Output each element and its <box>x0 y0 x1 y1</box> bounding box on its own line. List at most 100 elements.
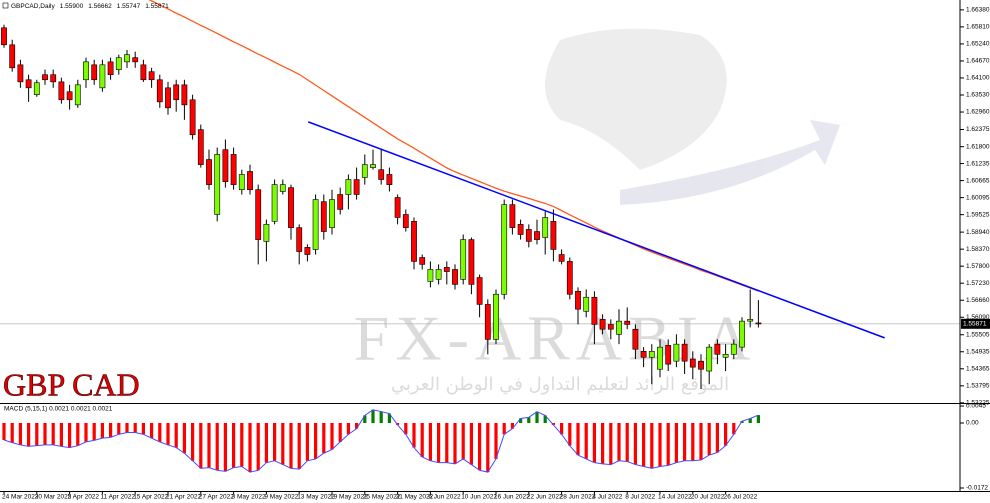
x-tick-label: 21 Apr 2022 <box>166 494 201 501</box>
x-tick-label: 20 Jul 2022 <box>691 494 725 501</box>
candle-body <box>435 269 442 280</box>
candle-body <box>83 61 89 81</box>
candle-body <box>714 343 721 355</box>
candle-body <box>288 187 294 228</box>
ohlc-value: 1.56662 <box>88 3 112 10</box>
candle-body <box>509 204 516 228</box>
candle-body <box>124 54 130 63</box>
macd-bar <box>445 423 449 463</box>
x-tick-label: 22 Jun 2022 <box>527 494 563 501</box>
y-tick-label: 1.54365 <box>966 366 990 373</box>
macd-bar <box>379 411 383 424</box>
x-tick-label: 31 May 2022 <box>396 494 434 501</box>
macd-bar <box>256 423 260 471</box>
candle-body <box>189 99 196 136</box>
candle-body <box>1 27 7 46</box>
macd-bar <box>297 423 301 470</box>
symbol-icon <box>2 2 9 9</box>
y-tick-label: 1.62960 <box>966 109 990 116</box>
candle-body <box>165 87 171 109</box>
y-tick-label: 1.62375 <box>966 126 990 133</box>
macd-bar <box>437 423 441 463</box>
y-tick-label: 1.60095 <box>966 194 990 201</box>
x-tick-label: 8 Jul 2022 <box>625 494 655 501</box>
candle-body <box>747 319 754 322</box>
y-tick-label: -0.0172 <box>966 485 988 492</box>
y-tick-label: 1.60665 <box>966 177 990 184</box>
candle-body <box>419 257 426 265</box>
candle-body <box>263 224 270 242</box>
candle-body <box>591 296 598 325</box>
candle-body <box>468 239 475 285</box>
y-tick-label: 1.58370 <box>966 246 990 253</box>
candle-body <box>542 217 549 238</box>
candle-body <box>443 267 450 272</box>
y-tick-label: 1.58940 <box>966 229 990 236</box>
macd-bar <box>666 423 670 466</box>
x-tick-label: 4 Jul 2022 <box>592 494 622 501</box>
x-tick-label: 28 Jun 2022 <box>560 494 596 501</box>
candle-body <box>58 81 65 101</box>
y-tick-label: 1.53795 <box>966 383 990 390</box>
macd-bar <box>428 423 432 461</box>
macd-bar <box>404 423 408 435</box>
candle-body <box>247 171 253 190</box>
candle-body <box>517 224 524 235</box>
macd-bar <box>748 418 752 424</box>
macd-bar <box>240 423 244 467</box>
y-tick-label: 1.56660 <box>966 297 990 304</box>
candle-body <box>296 227 303 252</box>
candle-body <box>698 360 704 370</box>
macd-bar <box>371 409 375 424</box>
macd-bar <box>338 423 342 442</box>
macd-bar <box>502 423 506 435</box>
macd-bar <box>59 423 63 447</box>
candle-body <box>657 346 663 370</box>
macd-bar <box>322 423 326 454</box>
macd-bar <box>141 423 145 435</box>
ohlc-value: 1.55900 <box>60 3 84 10</box>
macd-bar <box>174 423 178 448</box>
macd-bar <box>305 423 309 461</box>
candle-body <box>616 320 622 335</box>
macd-bar <box>691 423 695 461</box>
x-tick-label: 30 Mar 2022 <box>35 494 72 501</box>
macd-bar <box>396 423 400 425</box>
macd-bar <box>182 423 186 454</box>
x-tick-label: 19 May 2022 <box>330 494 368 501</box>
macd-bar <box>650 423 654 469</box>
candle-body <box>353 179 360 195</box>
candle-body <box>214 154 221 215</box>
candle-body <box>681 343 688 362</box>
x-tick-label: 26 Jul 2022 <box>724 494 758 501</box>
x-tick-label: 13 May 2022 <box>297 494 335 501</box>
macd-bar <box>27 423 31 447</box>
x-tick-label: 10 Jun 2022 <box>461 494 497 501</box>
y-tick-label: 1.61800 <box>966 143 990 150</box>
y-tick-label: 1.65810 <box>966 24 990 31</box>
macd-bar <box>601 423 605 464</box>
macd-bar <box>642 423 646 467</box>
macd-bar <box>707 423 711 456</box>
candle-body <box>739 320 745 348</box>
candle-body <box>271 184 278 222</box>
candle-body <box>370 164 376 168</box>
candle-body <box>329 199 335 228</box>
candle-body <box>665 345 672 365</box>
candle-body <box>132 57 139 63</box>
candle-body <box>279 184 286 192</box>
macd-bar <box>248 423 252 473</box>
candle-body <box>156 79 163 103</box>
macd-bar <box>346 423 350 435</box>
watermark-subtext: الموقع الرائد لتعليم التداول في الوطن ال… <box>391 374 729 395</box>
y-tick-label: 1.57230 <box>966 280 990 287</box>
macd-bar <box>494 423 498 459</box>
macd-bar <box>756 415 760 424</box>
macd-bar <box>330 423 334 450</box>
candle-body <box>607 324 614 330</box>
macd-bar <box>510 423 514 429</box>
candle-body <box>673 343 680 362</box>
candle-body <box>599 319 606 330</box>
